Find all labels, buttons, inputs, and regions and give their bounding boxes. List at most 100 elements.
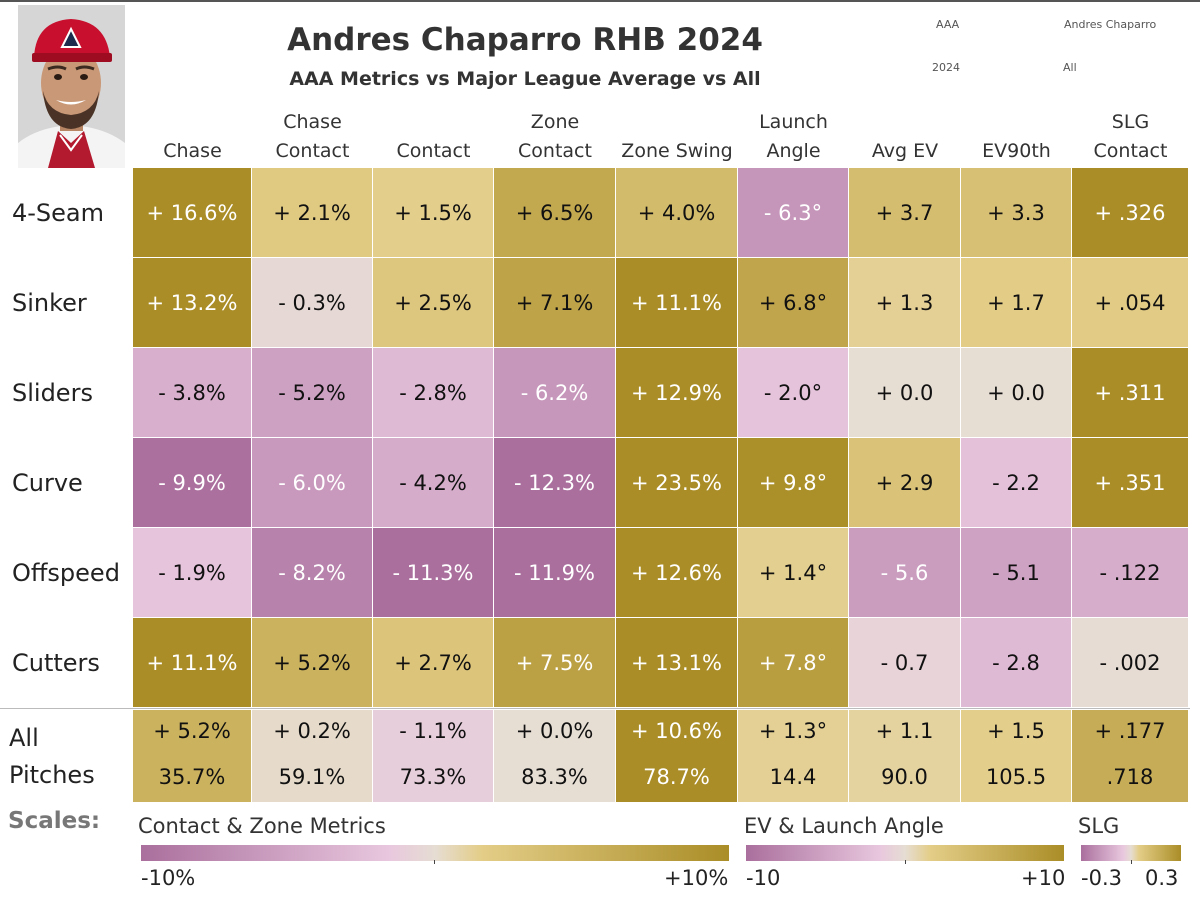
column-header-line: Contact — [518, 140, 592, 162]
heatmap-cell: + .351 — [1072, 438, 1188, 527]
heatmap-cell: + 4.0% — [616, 168, 737, 257]
all-pitches-total: 78.7% — [643, 765, 710, 789]
filter-level[interactable]: AAA — [936, 18, 960, 31]
heatmap-cell: + 7.8° — [738, 618, 848, 707]
column-header-line: SLG — [1111, 111, 1150, 133]
column-header: Chase — [133, 110, 252, 166]
heatmap-cell: - 4.2% — [373, 438, 493, 527]
scale-min-ev: -10 — [746, 866, 781, 890]
heatmap-cell: + 2.9 — [849, 438, 960, 527]
filter-player[interactable]: Andres Chaparro — [1064, 18, 1157, 31]
chart-title: Andres Chaparro RHB 2024 — [287, 22, 763, 58]
all-pitches-total: 14.4 — [769, 765, 817, 789]
heatmap-cell: - 11.3% — [373, 528, 493, 617]
heatmap-cell: + 2.1% — [252, 168, 372, 257]
row-label: Sliders — [12, 379, 93, 407]
heatmap-cell: + 11.1% — [616, 258, 737, 347]
row-label: 4-Seam — [12, 199, 105, 227]
scale-tick-pct-mid — [434, 860, 435, 864]
heatmap-cell: - 9.9% — [133, 438, 251, 527]
heatmap-cell: + 23.5% — [616, 438, 737, 527]
scale-max-pct: +10% — [664, 866, 729, 890]
column-header-line: EV90th — [982, 140, 1051, 162]
row-label: Sinker — [12, 289, 87, 317]
heatmap-cell: - 5.2% — [252, 348, 372, 437]
heatmap-cell: - 8.2% — [252, 528, 372, 617]
all-pitches-total: 35.7% — [158, 765, 226, 789]
all-pitches-delta: - 1.1% — [399, 719, 467, 743]
all-pitches-delta: + 10.6% — [631, 719, 722, 743]
all-pitches-delta: + 1.1 — [875, 719, 934, 743]
heatmap-cell: + 13.1% — [616, 618, 737, 707]
heatmap-cell: - 6.2% — [494, 348, 615, 437]
heatmap-cell: + 1.5% — [373, 168, 493, 257]
scale-tick-ev-mid — [905, 860, 906, 864]
heatmap-cell: + 11.1% — [133, 618, 251, 707]
column-header: Avg EV — [849, 110, 961, 166]
scale-max-ev: +10 — [1021, 866, 1066, 890]
all-pitches-cell: + 1.1 90.0 — [849, 710, 960, 802]
column-header-line: Avg EV — [871, 140, 939, 162]
heatmap-cell: + 12.9% — [616, 348, 737, 437]
heatmap-cell: + 1.7 — [961, 258, 1071, 347]
heatmap-cell: - 6.3° — [738, 168, 848, 257]
heatmap-cell: - 2.2 — [961, 438, 1071, 527]
all-pitches-cell: + 1.5 105.5 — [961, 710, 1071, 802]
column-header-line: Zone — [530, 111, 580, 133]
all-pitches-cell: + .177 .718 — [1072, 710, 1188, 802]
heatmap-cell: + 7.1% — [494, 258, 615, 347]
all-pitches-total: .718 — [1106, 765, 1154, 789]
column-header-line: Contact — [275, 140, 350, 162]
column-header: EV90th — [961, 110, 1072, 166]
heatmap-cell: + 0.0 — [961, 348, 1071, 437]
all-pitches-delta: + 5.2% — [153, 719, 231, 743]
column-header-line: Zone Swing — [621, 140, 733, 162]
all-pitches-total: 105.5 — [985, 765, 1047, 789]
all-pitches-total: 90.0 — [881, 765, 928, 789]
filter-season[interactable]: 2024 — [932, 61, 960, 74]
heatmap-cell: + 7.5% — [494, 618, 615, 707]
color-scale-pct — [141, 845, 729, 861]
heatmap-cell: + 6.5% — [494, 168, 615, 257]
heatmap-cell: + 16.6% — [133, 168, 251, 257]
all-pitches-delta: + 0.0% — [515, 719, 594, 743]
scale-min-pct: -10% — [141, 866, 196, 890]
row-label: Cutters — [12, 649, 100, 677]
heatmap-cell: - 12.3% — [494, 438, 615, 527]
all-pitches-delta: + .177 — [1094, 719, 1166, 743]
scale-title-slg: SLG — [1078, 814, 1120, 838]
all-pitches-cell: + 5.2% 35.7% — [133, 710, 251, 802]
all-pitches-delta: + 1.5 — [987, 719, 1045, 743]
heatmap-cell: + 3.7 — [849, 168, 960, 257]
all-pitches-label-line-1: All — [9, 724, 39, 752]
column-header-line: Chase — [163, 140, 222, 162]
column-header-line: Contact — [396, 140, 471, 162]
heatmap-cell: - .122 — [1072, 528, 1188, 617]
heatmap-cell: + 13.2% — [133, 258, 251, 347]
heatmap-cell: - 5.1 — [961, 528, 1071, 617]
heatmap-cell: - 6.0% — [252, 438, 372, 527]
column-header-line: Launch — [759, 111, 828, 133]
top-border — [0, 0, 1200, 2]
heatmap-cell: + .054 — [1072, 258, 1188, 347]
heatmap-cell: + 1.3 — [849, 258, 960, 347]
heatmap-cell: + 1.4° — [738, 528, 848, 617]
color-scale-slg — [1081, 845, 1181, 861]
filter-pitch-group[interactable]: All — [1063, 61, 1077, 74]
column-header: Chase Contact — [252, 110, 373, 166]
heatmap-cell: - 1.9% — [133, 528, 251, 617]
heatmap-cell: - 0.3% — [252, 258, 372, 347]
heatmap-cell: + 2.7% — [373, 618, 493, 707]
heatmap-cell: - 3.8% — [133, 348, 251, 437]
heatmap-cell: + 0.0 — [849, 348, 960, 437]
all-pitches-cell: - 1.1% 73.3% — [373, 710, 493, 802]
heatmap-cell: + 6.8° — [738, 258, 848, 347]
all-pitches-cell: + 0.0% 83.3% — [494, 710, 615, 802]
heatmap-cell: + 12.6% — [616, 528, 737, 617]
heatmap-cell: - 0.7 — [849, 618, 960, 707]
color-scale-ev — [746, 845, 1064, 861]
scale-title-ev: EV & Launch Angle — [744, 814, 944, 838]
scale-max-slg: 0.3 — [1145, 866, 1179, 890]
all-pitches-divider — [0, 708, 1190, 709]
row-label-all-pitches: All Pitches — [9, 720, 95, 794]
